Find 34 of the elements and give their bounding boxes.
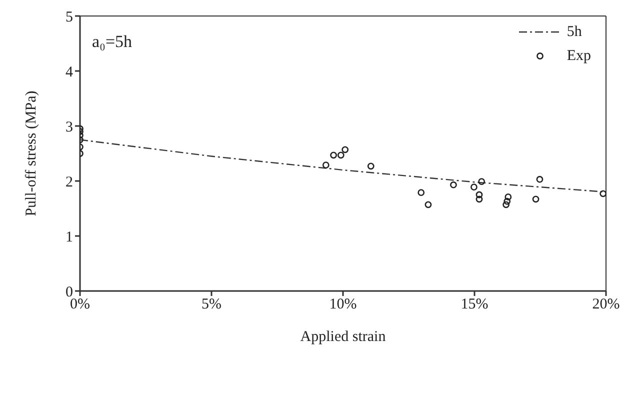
point	[504, 194, 512, 200]
point	[502, 201, 510, 208]
point	[342, 146, 349, 154]
y-tick-label: 4	[66, 64, 74, 80]
point	[418, 189, 425, 196]
point	[476, 191, 483, 198]
y-tick-label: 2	[66, 174, 73, 190]
y-axis-title: Pull-off stress (MPa)	[23, 90, 40, 216]
y-tick-label: 3	[66, 119, 73, 136]
x-tick-label: 20%	[592, 296, 620, 313]
point	[536, 176, 544, 183]
x-tick-label: 10%	[329, 296, 357, 313]
legend-label: Exp	[566, 48, 591, 64]
point	[424, 201, 432, 208]
point	[450, 181, 457, 188]
x-axis-title: Applied strain	[300, 329, 386, 345]
point	[322, 162, 330, 168]
point	[476, 196, 483, 203]
x-tick-label: 5%	[202, 296, 222, 313]
point	[367, 162, 374, 170]
point	[478, 178, 486, 185]
point	[470, 184, 478, 190]
x-tick-label: 15%	[460, 296, 488, 313]
y-tick-label: 1	[66, 229, 73, 246]
annotation: a₀=5h	[92, 32, 132, 52]
y-tick-label: 0	[66, 284, 73, 300]
x-tick-label: 0%	[70, 296, 90, 313]
point	[600, 190, 606, 198]
point	[504, 198, 511, 205]
y-tick-label: 5	[66, 9, 73, 26]
point	[330, 152, 337, 159]
point	[337, 152, 344, 159]
point	[532, 196, 540, 203]
legend-label: 5h	[566, 24, 582, 40]
